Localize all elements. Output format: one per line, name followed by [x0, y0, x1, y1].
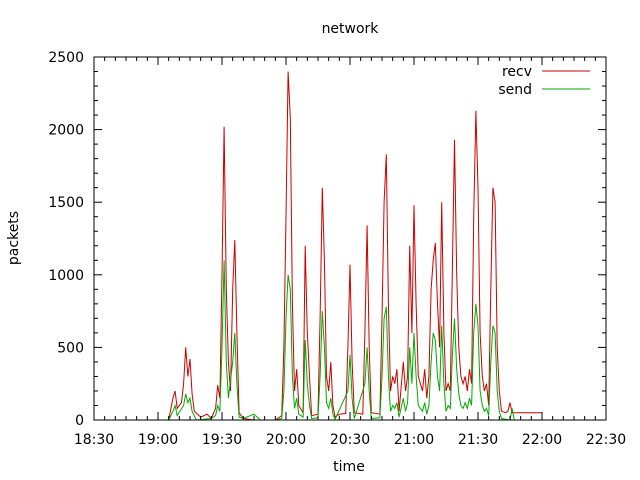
series-line-send — [168, 260, 542, 421]
y-tick-label: 2500 — [48, 50, 84, 66]
x-tick-label: 22:30 — [586, 432, 626, 448]
plot-border — [93, 56, 607, 421]
y-tick-label: 1000 — [48, 268, 84, 284]
x-tick-label: 19:30 — [202, 432, 242, 448]
axes-layer: 18:30 19:00 19:30 20:00 20:30 21:00 21:30 22:00… — [48, 50, 626, 448]
y-tick-label: 500 — [57, 340, 84, 356]
legend-label-send: send — [498, 82, 532, 98]
chart-title: network — [322, 21, 380, 37]
x-axis-label: time — [333, 459, 365, 475]
legend-label-recv: recv — [502, 64, 532, 80]
x-tick-label: 21:00 — [394, 432, 434, 448]
x-tick-label: 20:00 — [266, 432, 306, 448]
series-line-recv — [168, 71, 542, 421]
y-tick-label: 0 — [75, 413, 84, 429]
series-layer — [168, 71, 542, 421]
y-tick-label: 1500 — [48, 195, 84, 211]
x-tick-label: 20:30 — [330, 432, 370, 448]
y-tick-label: 2000 — [48, 123, 84, 139]
x-tick-label: 19:00 — [138, 432, 178, 448]
legend: recv send — [498, 64, 590, 98]
x-tick-label: 21:30 — [458, 432, 498, 448]
y-axis-label: packets — [6, 211, 22, 265]
x-tick-label: 22:00 — [522, 432, 562, 448]
x-tick-label: 18:30 — [74, 432, 114, 448]
